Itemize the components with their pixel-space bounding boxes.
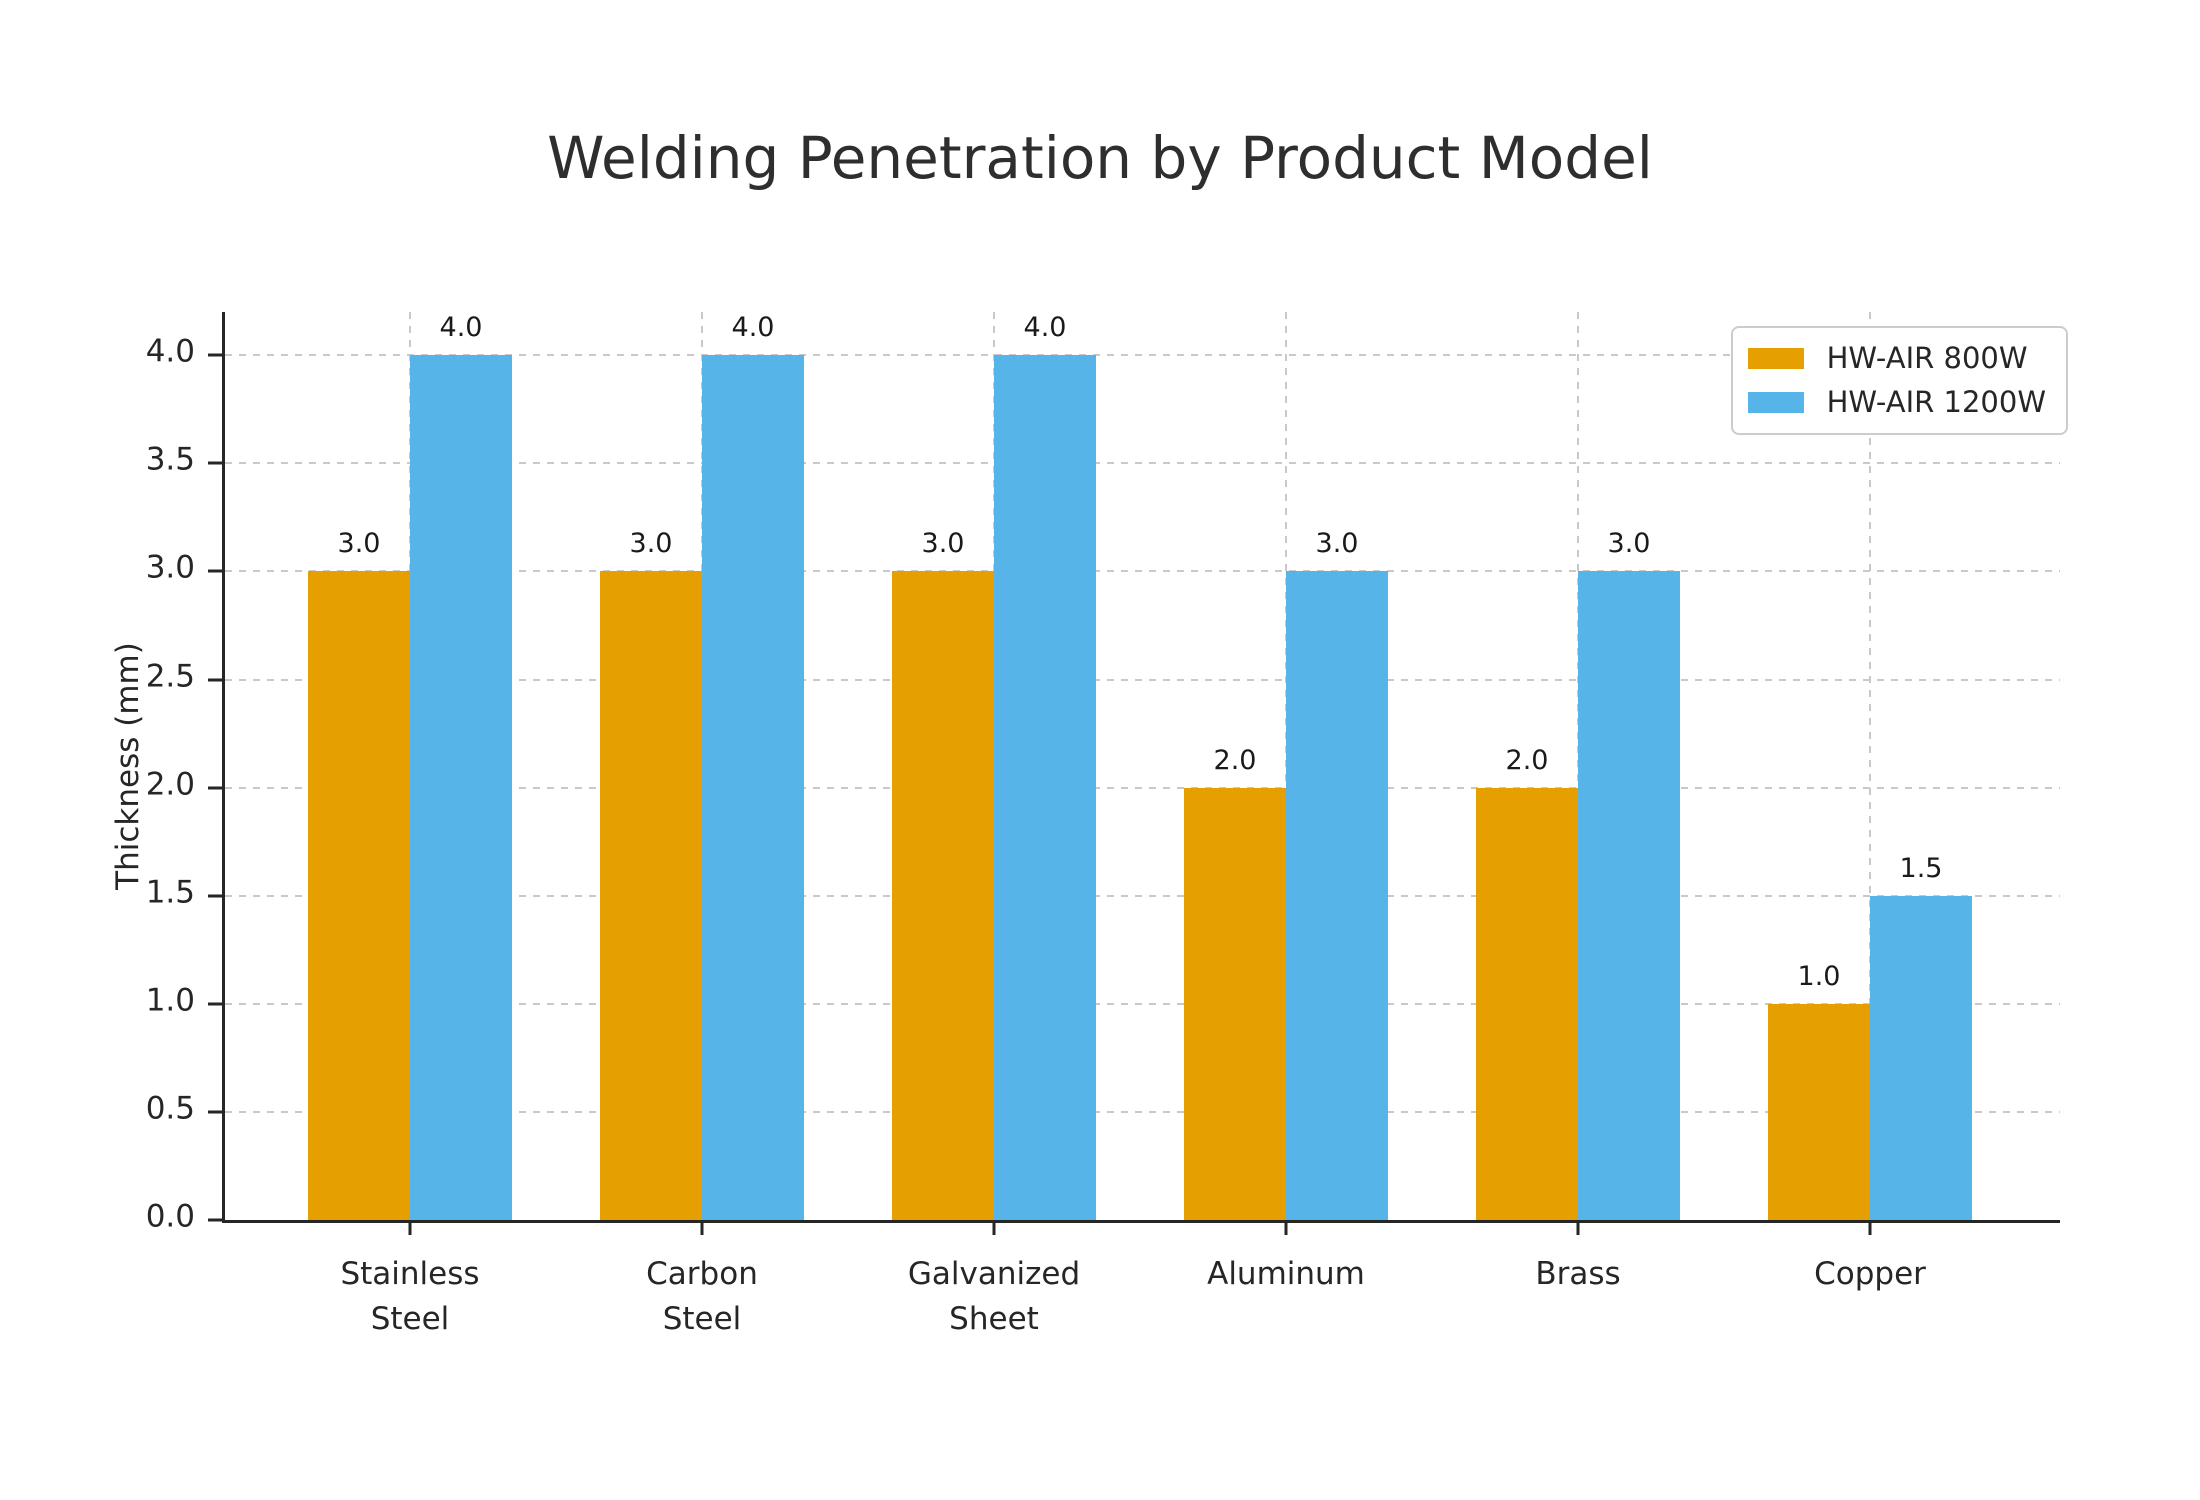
bar-value-label: 3.0	[921, 528, 965, 560]
bar-value-label: 3.0	[1315, 528, 1359, 560]
y-tick-mark	[208, 678, 222, 682]
y-tick-mark	[208, 786, 222, 790]
h-gridline	[225, 894, 2060, 897]
x-tick-mark	[1868, 1223, 1872, 1235]
x-tick-label: Stainless Steel	[340, 1256, 480, 1337]
y-tick-mark	[208, 353, 222, 357]
y-tick-label: 3.5	[145, 441, 195, 478]
legend-swatch	[1747, 347, 1804, 369]
y-tick-label: 4.0	[145, 333, 195, 370]
h-gridline	[225, 786, 2060, 789]
y-tick-mark	[208, 461, 222, 465]
bar-series2	[702, 355, 804, 1220]
x-tick-label: Aluminum	[1207, 1256, 1365, 1292]
x-tick-mark	[1576, 1223, 1580, 1235]
bar-value-label: 2.0	[1213, 744, 1257, 776]
bar-value-label: 3.0	[337, 528, 381, 560]
h-gridline	[225, 1002, 2060, 1005]
y-tick-label: 1.5	[145, 874, 195, 911]
bar-value-label: 1.0	[1797, 960, 1841, 992]
y-tick-label: 2.5	[145, 658, 195, 695]
y-tick-label: 0.5	[145, 1090, 195, 1127]
y-tick-mark	[208, 569, 222, 573]
x-tick-mark	[408, 1223, 412, 1235]
x-tick-label: Galvanized Sheet	[907, 1256, 1081, 1337]
legend: HW-AIR 800W HW-AIR 1200W	[1730, 326, 2068, 435]
bar-series1	[1476, 787, 1578, 1220]
bar-series1	[600, 571, 702, 1220]
h-gridline	[225, 354, 2060, 357]
legend-item: HW-AIR 800W	[1747, 341, 2046, 376]
y-tick-label: 2.0	[145, 766, 195, 803]
chart-title: Welding Penetration by Product Model	[547, 124, 1653, 192]
bar-series2	[410, 355, 512, 1220]
legend-swatch	[1747, 391, 1804, 413]
y-tick-label: 1.0	[145, 982, 195, 1019]
bar-series2	[1578, 571, 1680, 1220]
bar-series1	[308, 571, 410, 1220]
bar-series1	[892, 571, 994, 1220]
y-tick-label: 0.0	[145, 1198, 195, 1235]
bar-series2	[1870, 895, 1972, 1220]
bar-value-label: 3.0	[629, 528, 673, 560]
bar-value-label: 2.0	[1505, 744, 1549, 776]
v-gridline	[1869, 312, 1871, 1220]
x-tick-mark	[992, 1223, 996, 1235]
x-tick-label: Brass	[1535, 1256, 1621, 1292]
y-tick-mark	[208, 1002, 222, 1006]
bar-value-label: 4.0	[731, 312, 775, 344]
y-tick-mark	[208, 894, 222, 898]
h-gridline	[225, 462, 2060, 465]
bar-series2	[994, 355, 1096, 1220]
h-gridline	[225, 1110, 2060, 1113]
legend-item-label: HW-AIR 800W	[1826, 341, 2028, 375]
x-tick-label: Copper	[1814, 1256, 1926, 1292]
bar-value-label: 4.0	[1023, 312, 1067, 344]
y-tick-mark	[208, 1218, 222, 1222]
x-tick-mark	[700, 1223, 704, 1235]
bar-value-label: 3.0	[1607, 528, 1651, 560]
plot-area: HW-AIR 800W HW-AIR 1200W 0.0 0.5 1.0 1.5 2.0 2…	[146, 312, 2068, 1337]
bar-value-label: 1.5	[1899, 852, 1943, 884]
x-tick-label: Carbon Steel	[646, 1256, 758, 1337]
x-tick-mark	[1284, 1223, 1288, 1235]
bar-value-label: 4.0	[439, 312, 483, 344]
y-tick-label: 3.0	[145, 549, 195, 586]
y-tick-mark	[208, 1110, 222, 1114]
bar-series2	[1286, 571, 1388, 1220]
h-gridline	[225, 678, 2060, 681]
bar-series1	[1184, 787, 1286, 1220]
bar-series1	[1768, 1003, 1870, 1220]
legend-item: HW-AIR 1200W	[1747, 384, 2046, 420]
h-gridline	[225, 570, 2060, 573]
legend-item-label: HW-AIR 1200W	[1826, 384, 2046, 419]
